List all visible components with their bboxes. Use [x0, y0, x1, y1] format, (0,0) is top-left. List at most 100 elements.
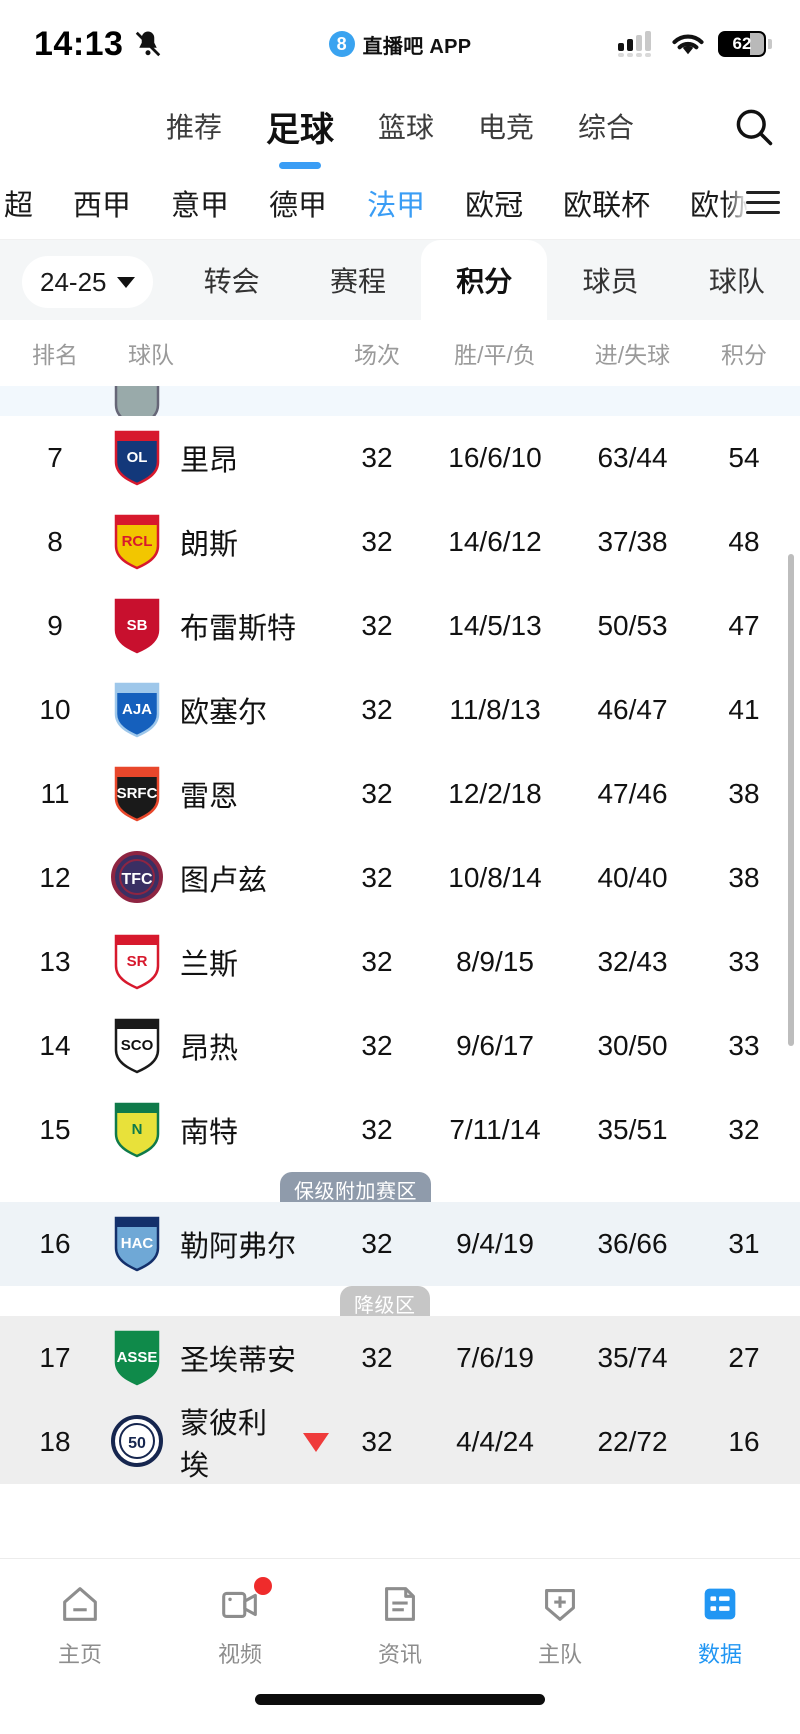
cell-team[interactable]: ASSE 圣埃蒂安 — [110, 1328, 329, 1388]
cell-wdl: 11/8/13 — [449, 694, 541, 725]
table-row-wrapper: 14 SCO 昂热 32 9/6/17 30/50 33 — [0, 1004, 800, 1088]
season-selector[interactable]: 24-25 — [22, 256, 153, 308]
table-row[interactable]: 7 OL 里昂 32 16/6/10 63/44 54 — [0, 416, 800, 500]
table-row[interactable]: 17 ASSE 圣埃蒂安 32 7/6/19 35/74 27 — [0, 1316, 800, 1400]
league-tab-ligue1[interactable]: 法甲 — [367, 189, 426, 222]
header-points: 积分 — [721, 342, 767, 368]
bottom-nav-video[interactable]: 视频 — [160, 1576, 320, 1669]
league-tab-ucl[interactable]: 欧冠 — [465, 189, 524, 222]
subtab-standings[interactable]: 积分 — [421, 240, 548, 320]
cell-rank: 11 — [40, 778, 70, 809]
cell-team[interactable]: AJA 欧塞尔 — [110, 680, 329, 740]
tab-general[interactable]: 综合 — [578, 112, 635, 143]
table-row[interactable]: 18 50 蒙彼利埃 32 4/4/24 22/72 16 — [0, 1400, 800, 1484]
table-row[interactable]: 14 SCO 昂热 32 9/6/17 30/50 33 — [0, 1004, 800, 1088]
cell-team[interactable]: N 南特 — [110, 1100, 329, 1160]
subtab-fixtures[interactable]: 赛程 — [329, 266, 386, 297]
cell-team[interactable]: HAC 勒阿弗尔 — [110, 1214, 329, 1274]
table-row[interactable]: 15 N 南特 32 7/11/14 35/51 32 — [0, 1088, 800, 1172]
cell-team[interactable]: OL 里昂 — [110, 428, 329, 488]
cell-team[interactable]: SRFC 雷恩 — [110, 764, 329, 824]
cell-goals: 40/40 — [597, 862, 668, 893]
video-icon — [217, 1581, 263, 1627]
status-bar-right: 62 — [618, 31, 772, 57]
cell-goals: 50/53 — [597, 610, 668, 641]
tab-football[interactable]: 足球 — [266, 102, 334, 169]
table-row[interactable]: 12 TFC 图卢兹 32 10/8/14 40/40 38 — [0, 836, 800, 920]
cell-team[interactable]: 50 蒙彼利埃 — [110, 1400, 329, 1484]
bottom-nav-data[interactable]: 数据 — [640, 1581, 800, 1669]
cell-team[interactable]: RCL 朗斯 — [110, 512, 329, 572]
cell-played: 32 — [361, 778, 393, 809]
bottom-nav-myteam-label: 主队 — [537, 1641, 582, 1667]
league-tab-0[interactable]: 超 — [4, 189, 34, 222]
cell-played: 32 — [361, 862, 393, 893]
table-row[interactable]: 8 RCL 朗斯 32 14/6/12 37/38 48 — [0, 500, 800, 584]
svg-text:SR: SR — [127, 953, 148, 970]
table-row-wrapper: 10 AJA 欧塞尔 32 11/8/13 46/47 41 — [0, 668, 800, 752]
svg-text:HAC: HAC — [121, 1235, 154, 1252]
team-crest-icon: SRFC — [110, 764, 164, 824]
cell-goals: 35/51 — [597, 1114, 668, 1145]
cell-team[interactable]: SCO 昂热 — [110, 1016, 329, 1076]
table-row[interactable]: 11 SRFC 雷恩 32 12/2/18 47/46 38 — [0, 752, 800, 836]
league-tab-laliga[interactable]: 西甲 — [73, 189, 132, 222]
table-row-partial[interactable] — [0, 386, 800, 416]
cell-points: 48 — [728, 526, 760, 557]
league-tab-uel[interactable]: 欧联杯 — [563, 189, 651, 222]
table-row[interactable]: 9 SB 布雷斯特 32 14/5/13 50/53 47 — [0, 584, 800, 668]
zone-label-relegation: 降级区 — [340, 1286, 430, 1320]
league-tab-bundesliga[interactable]: 德甲 — [269, 189, 328, 222]
league-tab-bar: 超 西甲 意甲 德甲 法甲 欧冠 欧联杯 欧协联 — [0, 166, 800, 240]
table-row-wrapper: 15 N 南特 32 7/11/14 35/51 32 — [0, 1088, 800, 1172]
season-label: 24-25 — [40, 266, 107, 297]
team-name: 图卢兹 — [180, 865, 268, 897]
svg-text:AJA: AJA — [122, 701, 152, 718]
cell-wdl: 4/4/24 — [456, 1426, 534, 1457]
cell-points: 47 — [728, 610, 760, 641]
team-crest-icon: SB — [110, 596, 164, 656]
team-name: 勒阿弗尔 — [180, 1231, 297, 1263]
table-row[interactable]: 10 AJA 欧塞尔 32 11/8/13 46/47 41 — [0, 668, 800, 752]
vertical-scrollbar[interactable] — [788, 554, 794, 1046]
table-row[interactable]: 16 HAC 勒阿弗尔 32 9/4/19 36/66 31 — [0, 1202, 800, 1286]
tab-esports[interactable]: 电竞 — [478, 112, 535, 143]
cell-rank: 14 — [39, 1030, 71, 1061]
standings-table-body[interactable]: 7 OL 里昂 32 16/6/10 63/44 54 8 RCL 朗斯 32 1… — [0, 386, 800, 1558]
subtab-players[interactable]: 球员 — [582, 266, 639, 297]
relegated-down-triangle-icon — [303, 1432, 329, 1452]
subtab-teams[interactable]: 球队 — [708, 266, 765, 297]
hamburger-menu-icon[interactable] — [726, 166, 800, 239]
tab-recommend[interactable]: 推荐 — [165, 112, 222, 143]
cell-wdl: 14/5/13 — [448, 610, 542, 641]
table-row-wrapper: 9 SB 布雷斯特 32 14/5/13 50/53 47 — [0, 584, 800, 668]
cell-team[interactable]: TFC 图卢兹 — [110, 848, 329, 908]
cell-wdl: 16/6/10 — [448, 442, 542, 473]
cell-team[interactable]: SB 布雷斯特 — [110, 596, 329, 656]
svg-text:N: N — [132, 1121, 143, 1138]
svg-text:SB: SB — [127, 617, 148, 634]
league-tab-seriea[interactable]: 意甲 — [171, 189, 230, 222]
table-row[interactable]: 13 SR 兰斯 32 8/9/15 32/43 33 — [0, 920, 800, 1004]
search-icon[interactable] — [732, 105, 776, 149]
cellular-signal-icon — [618, 31, 658, 57]
bottom-nav-home[interactable]: 主页 — [0, 1581, 160, 1669]
cell-rank: 13 — [39, 946, 71, 977]
status-bar: 14:13 8 直播吧 APP — [0, 0, 800, 88]
table-row-wrapper: 7 OL 里昂 32 16/6/10 63/44 54 — [0, 416, 800, 500]
bottom-nav-news[interactable]: 资讯 — [320, 1581, 480, 1669]
subtab-transfers[interactable]: 转会 — [203, 266, 260, 297]
cell-team[interactable]: SR 兰斯 — [110, 932, 329, 992]
team-name: 里昂 — [180, 445, 239, 477]
tab-basketball[interactable]: 篮球 — [377, 112, 434, 143]
team-crest-icon: RCL — [110, 512, 164, 572]
cell-wdl: 14/6/12 — [448, 526, 542, 557]
bottom-nav-myteam[interactable]: 主队 — [480, 1581, 640, 1669]
cell-goals: 46/47 — [597, 694, 668, 725]
team-crest-icon: SCO — [110, 1016, 164, 1076]
team-crest-icon: 50 — [110, 1412, 164, 1472]
team-name: 南特 — [180, 1117, 239, 1149]
cell-goals: 63/44 — [597, 442, 668, 473]
cell-goals: 32/43 — [597, 946, 668, 977]
team-add-icon — [537, 1581, 583, 1627]
